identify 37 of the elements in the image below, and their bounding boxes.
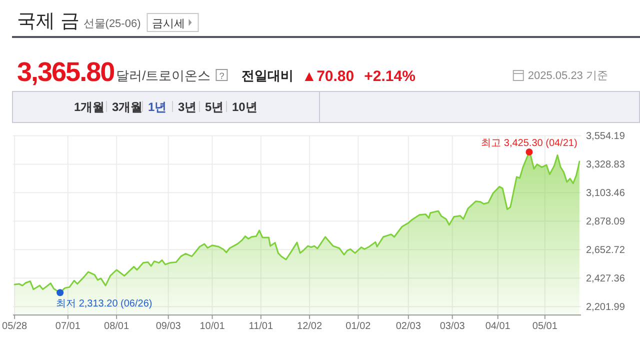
text: 3개월 bbox=[112, 100, 143, 114]
x-tick-label: 05/01 bbox=[532, 321, 558, 332]
x-tick-label: 04/01 bbox=[485, 321, 511, 332]
y-tick-label: 2,652.72 bbox=[586, 245, 626, 256]
x-tick-label: 09/03 bbox=[156, 321, 182, 332]
x-tick-label: 10/01 bbox=[200, 321, 226, 332]
x-tick-label: 05/28 bbox=[2, 321, 28, 332]
x-tick-label: 01/02 bbox=[346, 321, 372, 332]
text: 10년 bbox=[232, 100, 258, 114]
x-tick-label: 12/02 bbox=[297, 321, 322, 332]
text: +2.14% bbox=[364, 68, 416, 85]
text: 금시세 bbox=[152, 18, 185, 30]
x-tick-label: 02/03 bbox=[396, 321, 422, 332]
text: ▲70.80 bbox=[302, 68, 354, 85]
text: 3,365.80 bbox=[17, 57, 114, 87]
text: 5년 bbox=[205, 100, 224, 114]
text: 2025.05.23 기준 bbox=[528, 70, 608, 82]
annotation: 최고 3,425.30 (04/21) bbox=[481, 138, 578, 149]
y-tick-label: 2,878.09 bbox=[586, 216, 626, 228]
annotation: 최저 2,313.20 (06/26) bbox=[56, 298, 152, 310]
x-tick-label: 07/01 bbox=[55, 321, 81, 332]
chart-title: 국제 금 bbox=[17, 11, 80, 32]
x-tick-label: 11/01 bbox=[248, 321, 274, 332]
y-tick-label: 3,103.46 bbox=[586, 188, 626, 200]
text: 3년 bbox=[178, 100, 197, 114]
text: 선물(25-06) bbox=[83, 18, 141, 30]
x-tick-label: 03/03 bbox=[440, 321, 466, 332]
y-tick-label: 2,427.36 bbox=[586, 274, 626, 285]
y-tick-label: 3,328.83 bbox=[586, 160, 626, 171]
text: 달러/트로이온스 bbox=[116, 68, 211, 83]
text: ? bbox=[219, 71, 224, 81]
text: 1년 bbox=[148, 100, 167, 114]
text: 전일대비 bbox=[242, 68, 294, 83]
y-tick-label: 3,554.19 bbox=[586, 131, 626, 142]
text: 1개월 bbox=[74, 100, 105, 114]
y-tick-label: 2,201.99 bbox=[586, 302, 626, 314]
x-tick-label: 08/01 bbox=[104, 321, 130, 332]
